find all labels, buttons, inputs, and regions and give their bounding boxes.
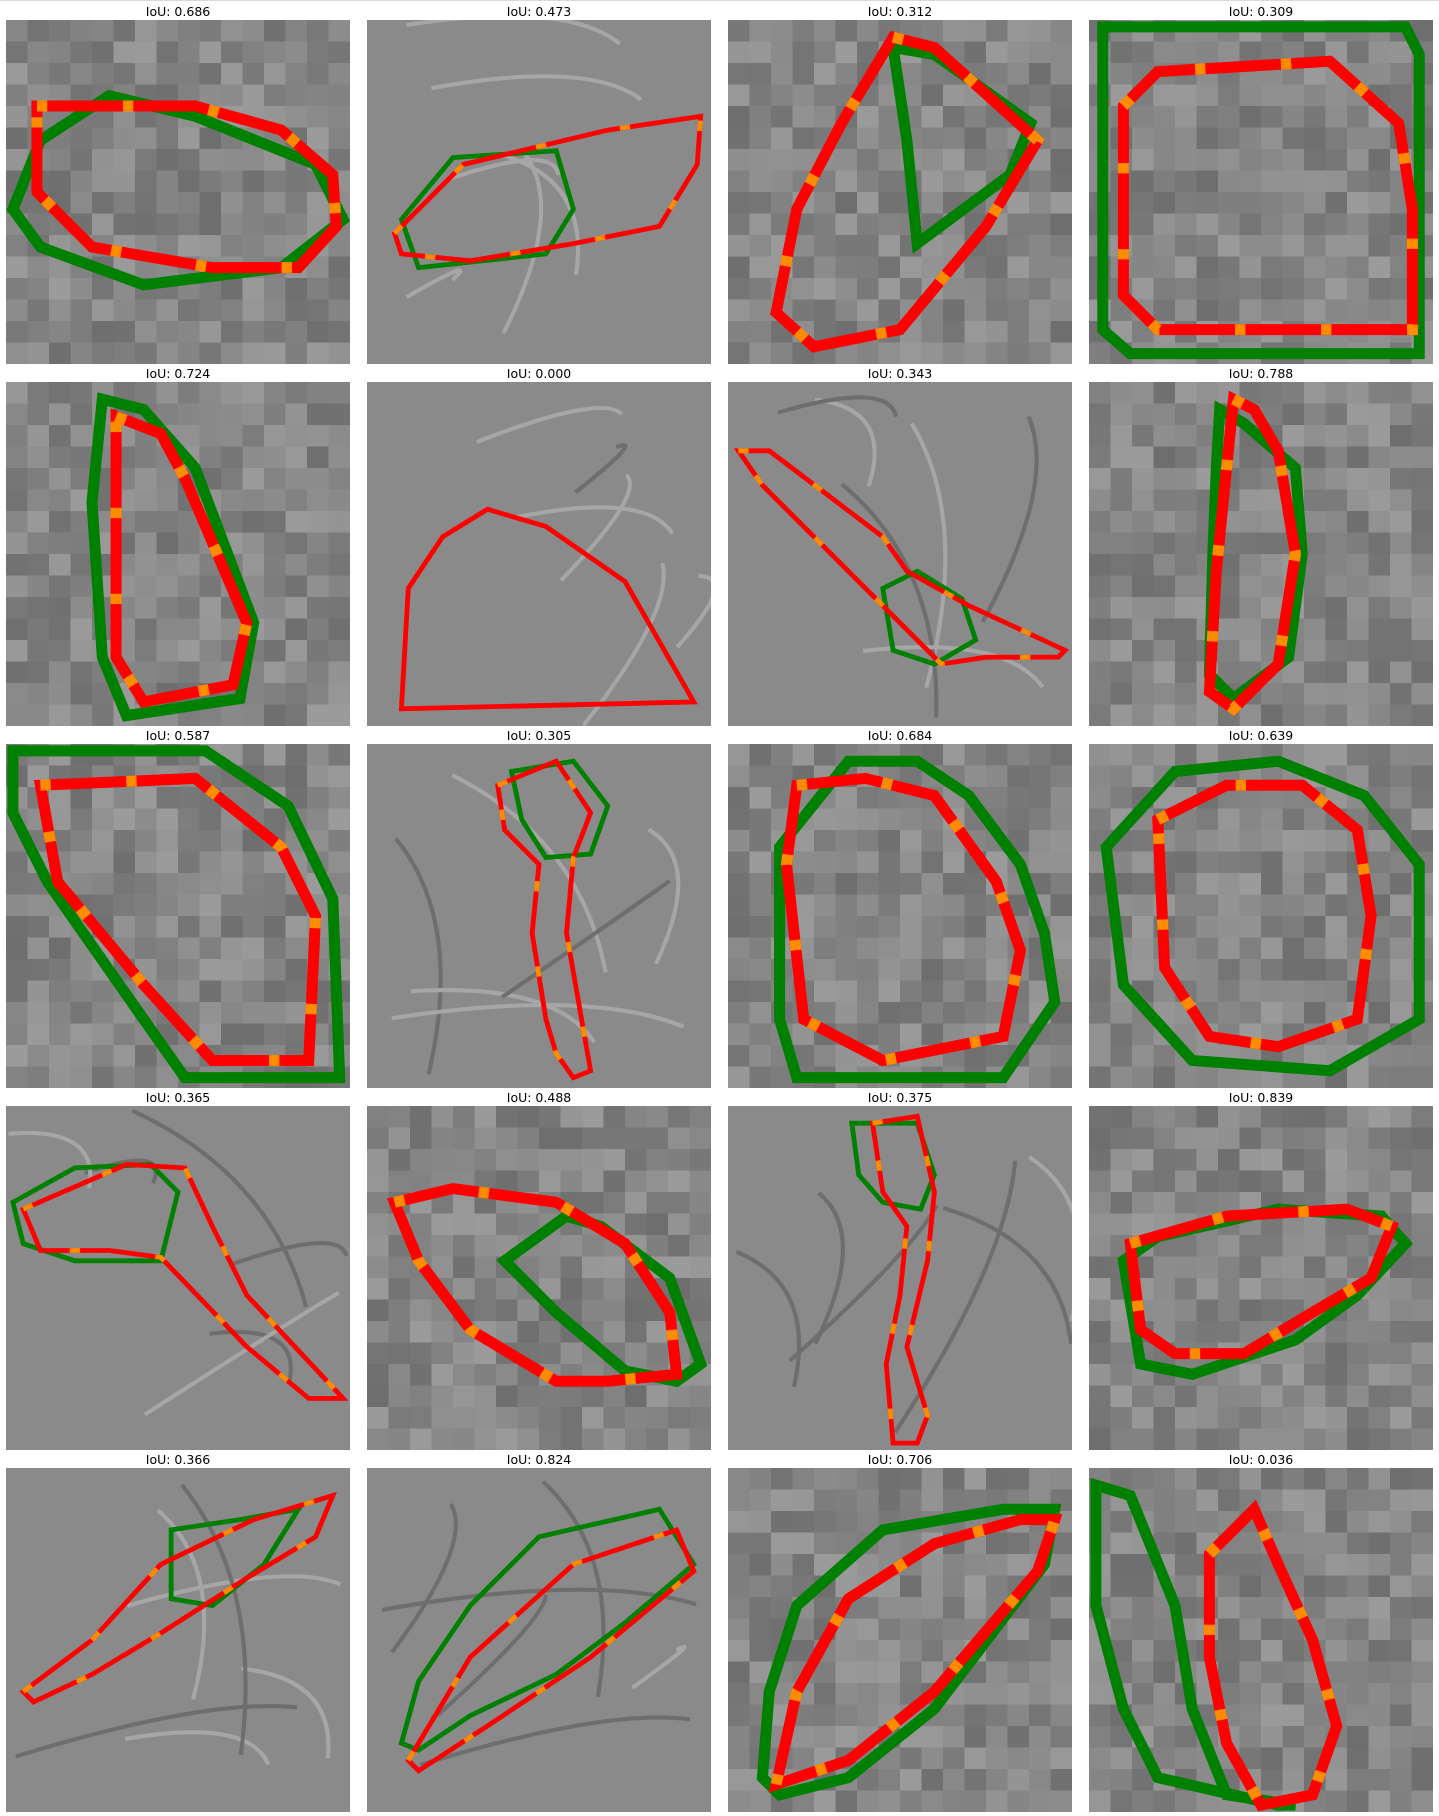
segmentation-panel — [1089, 20, 1433, 364]
ground-truth-outline — [756, 1503, 1062, 1801]
segmentation-panel — [6, 382, 350, 726]
overlap-outline — [33, 772, 322, 1066]
segmentation-panel — [728, 1468, 1072, 1812]
panel-title: IoU: 0.824 — [506, 1452, 572, 1467]
panel-title: IoU: 0.724 — [145, 366, 211, 381]
panel-title: IoU: 0.036 — [1228, 1452, 1294, 1467]
segmentation-panel — [728, 744, 1072, 1088]
cell-image — [728, 20, 1072, 364]
cell-image — [728, 1468, 1072, 1812]
panel-title: IoU: 0.788 — [1228, 366, 1294, 381]
prediction-outline — [398, 506, 698, 712]
segmentation-panel — [6, 20, 350, 364]
overlap-outline — [780, 772, 1027, 1067]
segmentation-panel — [367, 744, 711, 1088]
overlap-outline — [768, 1514, 1063, 1793]
panel-title: IoU: 0.312 — [867, 4, 933, 19]
segmentation-panel — [367, 1106, 711, 1450]
cell-image — [728, 382, 1072, 726]
prediction-outline — [770, 30, 1045, 353]
ground-truth-outline — [168, 1505, 304, 1609]
cell-image — [1089, 1468, 1433, 1812]
prediction-outline — [869, 1113, 937, 1446]
cell-image — [728, 744, 1072, 1088]
cell-image — [6, 1106, 350, 1450]
cell-image — [367, 20, 711, 364]
segmentation-panel — [6, 744, 350, 1088]
ground-truth-outline — [1090, 1477, 1297, 1811]
prediction-outline — [110, 408, 253, 709]
panel-title: IoU: 0.305 — [506, 728, 572, 743]
panel-title: IoU: 0.343 — [867, 366, 933, 381]
prediction-outline — [1117, 55, 1418, 336]
overlap-outline — [1152, 779, 1377, 1053]
ground-truth-outline — [774, 755, 1061, 1084]
top-border — [0, 0, 1439, 1]
cell-image — [1089, 1106, 1433, 1450]
segmentation-panel — [1089, 1106, 1433, 1450]
panel-title: IoU: 0.686 — [145, 4, 211, 19]
cell-image — [6, 744, 350, 1088]
panel-title: IoU: 0.706 — [867, 1452, 933, 1467]
ground-truth-outline — [1097, 21, 1425, 360]
segmentation-panel — [367, 20, 711, 364]
prediction-outline — [1203, 390, 1301, 716]
cell-image — [6, 1468, 350, 1812]
segmentation-panel — [6, 1468, 350, 1812]
cell-image — [367, 1106, 711, 1450]
panel-title: IoU: 0.684 — [867, 728, 933, 743]
ground-truth-outline — [10, 1162, 181, 1264]
cell-image — [1089, 744, 1433, 1088]
prediction-outline — [1124, 1203, 1399, 1360]
panel-title: IoU: 0.366 — [145, 1452, 211, 1467]
segmentation-panel — [367, 1468, 711, 1812]
panel-title: IoU: 0.839 — [1228, 1090, 1294, 1105]
cell-image — [728, 1106, 1072, 1450]
prediction-outline — [20, 1162, 349, 1401]
ground-truth-outline — [508, 758, 611, 861]
prediction-outline — [19, 1491, 337, 1705]
cell-image — [6, 382, 350, 726]
panel-title: IoU: 0.375 — [867, 1090, 933, 1105]
panel-title: IoU: 0.000 — [506, 366, 572, 381]
segmentation-panel — [1089, 1468, 1433, 1812]
cell-image — [1089, 20, 1433, 364]
prediction-outline — [391, 113, 704, 264]
segmentation-panel — [6, 1106, 350, 1450]
overlap-outline — [1203, 1499, 1343, 1812]
ground-truth-outline — [1100, 755, 1425, 1077]
panel-title: IoU: 0.587 — [145, 728, 211, 743]
ground-truth-outline — [880, 568, 979, 667]
overlap-outline — [733, 448, 1070, 667]
ground-truth-outline — [398, 1506, 697, 1753]
prediction-outline — [31, 100, 342, 274]
cell-image — [367, 1468, 711, 1812]
cell-image — [1089, 382, 1433, 726]
panel-title: IoU: 0.488 — [506, 1090, 572, 1105]
panel-title: IoU: 0.309 — [1228, 4, 1294, 19]
cell-image — [6, 20, 350, 364]
segmentation-panel — [728, 1106, 1072, 1450]
prediction-outline — [405, 1526, 697, 1774]
ground-truth-outline — [7, 745, 346, 1084]
segmentation-panel — [1089, 382, 1433, 726]
segmentation-panel — [728, 382, 1072, 726]
segmentation-panel — [728, 20, 1072, 364]
prediction-outline — [386, 1182, 683, 1387]
segmentation-panel — [367, 382, 711, 726]
cell-image — [367, 382, 711, 726]
panel-title: IoU: 0.639 — [1228, 728, 1294, 743]
panel-title: IoU: 0.473 — [506, 4, 572, 19]
panel-title: IoU: 0.365 — [145, 1090, 211, 1105]
cell-image — [367, 744, 711, 1088]
prediction-outline — [495, 758, 594, 1081]
segmentation-panel — [1089, 744, 1433, 1088]
ground-truth-outline — [398, 148, 577, 271]
